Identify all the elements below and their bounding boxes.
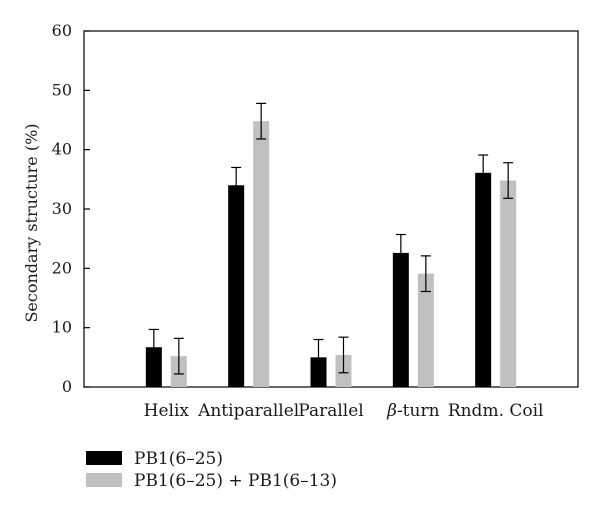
bar — [228, 185, 245, 387]
bar — [475, 172, 492, 387]
bars-layer — [145, 121, 517, 387]
x-category-label: Helix — [144, 401, 190, 421]
y-tick-label: 60 — [52, 21, 72, 40]
error-bars-layer — [148, 102, 514, 376]
bar — [500, 180, 517, 387]
bar — [145, 347, 162, 387]
y-tick-label: 10 — [52, 318, 72, 337]
legend-label: PB1(6–25) + PB1(6–13) — [134, 471, 337, 491]
y-tick-label: 40 — [52, 140, 72, 159]
legend-swatch — [86, 473, 122, 487]
y-tick-label: 20 — [52, 258, 72, 277]
y-axis-title: Secondary structure (%) — [22, 123, 41, 322]
x-category-label: Antiparallel — [197, 401, 299, 421]
x-category-label: β-turn — [386, 401, 439, 421]
legend-swatch — [86, 451, 122, 465]
bar — [253, 121, 270, 387]
y-axis-ticks: 0 10 20 30 40 50 60 — [52, 21, 90, 396]
bar — [417, 273, 434, 387]
y-tick-label: 50 — [52, 80, 72, 99]
y-tick-label: 30 — [52, 199, 72, 218]
x-category-label: Rndm. Coil — [448, 401, 544, 421]
x-category-label: Parallel — [298, 401, 363, 421]
legend: PB1(6–25)PB1(6–25) + PB1(6–13) — [86, 449, 337, 491]
bar — [392, 252, 409, 387]
legend-label: PB1(6–25) — [134, 449, 223, 469]
y-tick-label: 0 — [62, 377, 72, 396]
x-axis-category-labels: Helix Antiparallel Parallel β-turn Rndm. Coi… — [144, 401, 544, 421]
